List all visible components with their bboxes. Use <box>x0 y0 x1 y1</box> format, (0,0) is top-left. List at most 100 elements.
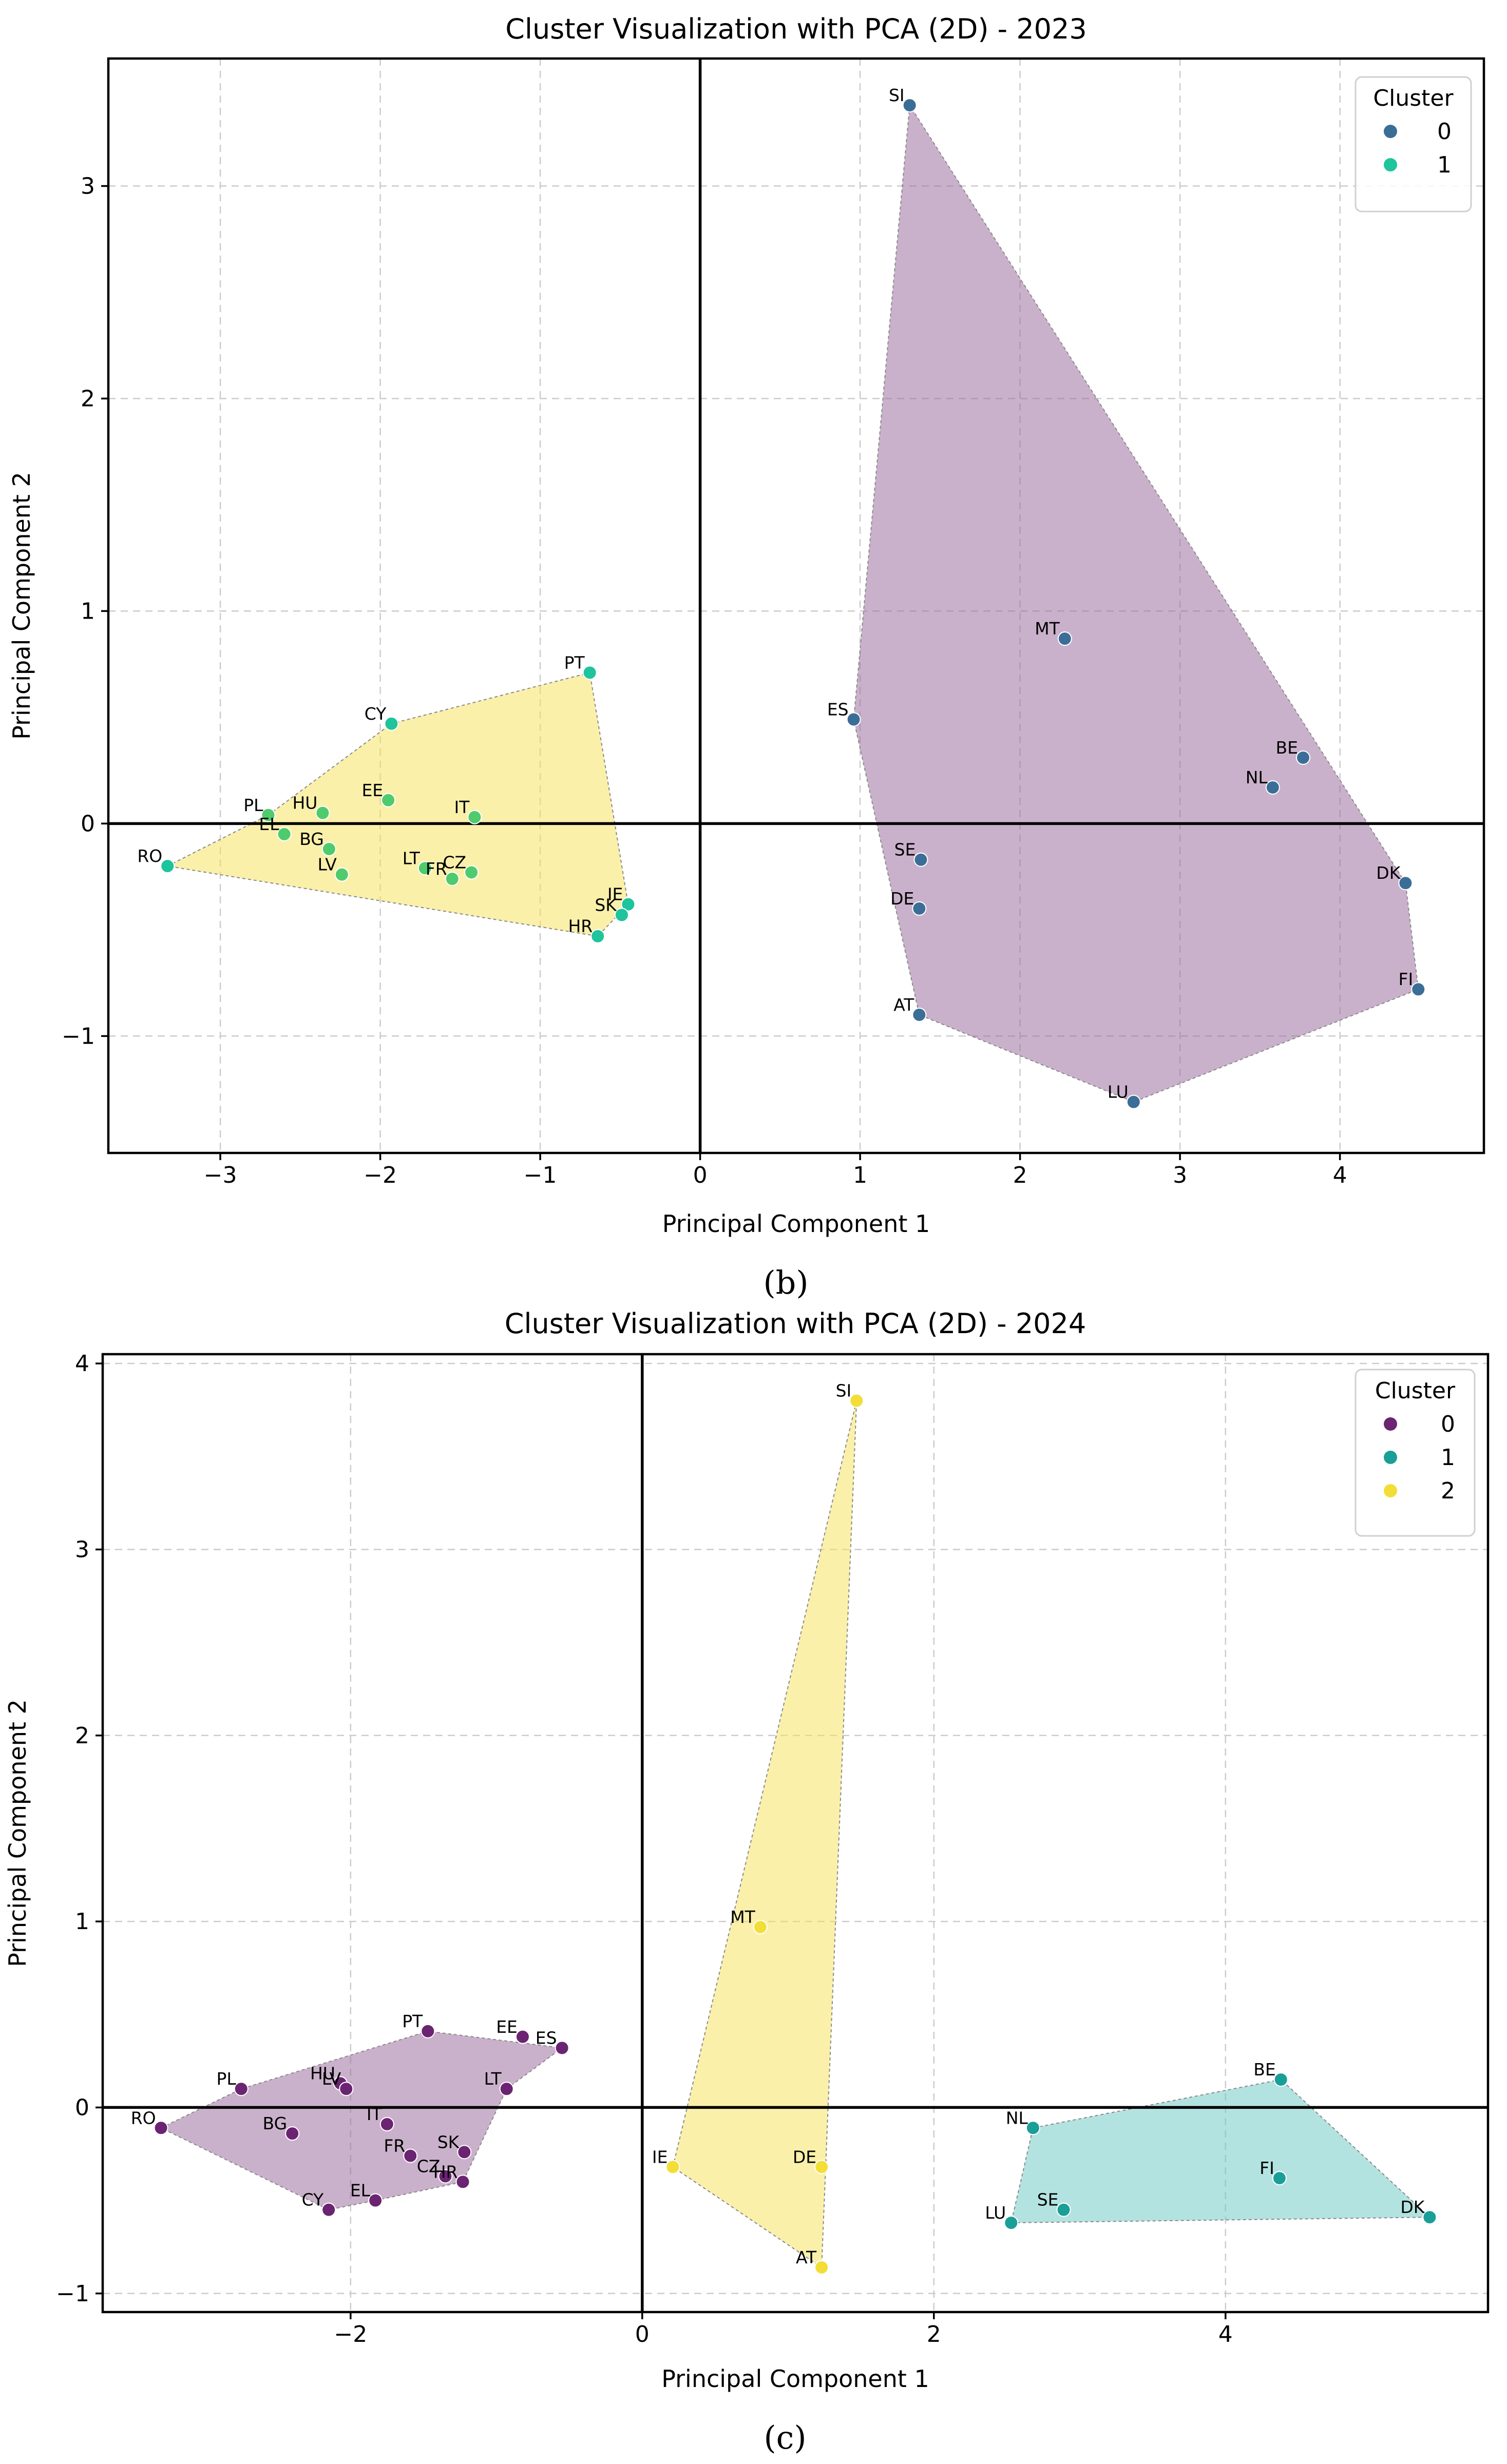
legend-title: Cluster <box>1373 85 1454 111</box>
legend-box <box>1355 76 1472 213</box>
point-SI <box>902 98 917 113</box>
point-label-LV: LV <box>322 2069 341 2089</box>
point-LT <box>417 861 432 876</box>
point-EL <box>277 827 292 842</box>
x-tick-label: −1 <box>524 1162 557 1188</box>
point-label-RO: RO <box>137 846 162 866</box>
x-tick-label: −3 <box>204 1162 237 1188</box>
legend-marker-0 <box>1384 125 1397 138</box>
point-NL <box>1025 2121 1040 2135</box>
chart-title: Cluster Visualization with PCA (2D) - 20… <box>505 13 1087 45</box>
point-label-FR: FR <box>426 859 447 879</box>
x-axis-label: Principal Component 1 <box>662 1210 930 1238</box>
point-label-BE: BE <box>1253 2059 1276 2080</box>
cluster-hull-1 <box>1010 2079 1431 2224</box>
point-label-PL: PL <box>217 2069 237 2089</box>
point-label-SE: SE <box>894 840 916 860</box>
point-label-CY: CY <box>365 704 387 724</box>
legend-marker-2 <box>1384 1484 1397 1497</box>
point-label-LV: LV <box>317 855 337 875</box>
point-label-HU: HU <box>310 2063 335 2083</box>
point-label-SK: SK <box>595 895 617 915</box>
legend-label-2: 2 <box>1441 1478 1455 1504</box>
point-label-MT: MT <box>730 1907 755 1927</box>
point-IE <box>621 897 636 912</box>
point-label-SE: SE <box>1037 2190 1059 2210</box>
point-label-NL: NL <box>1246 767 1268 787</box>
point-LT <box>499 2082 514 2096</box>
point-BG <box>285 2126 300 2141</box>
x-tick-label: 2 <box>927 2321 941 2347</box>
panel-caption: (b) <box>763 1264 808 1301</box>
point-label-CZ: CZ <box>443 853 466 873</box>
point-SK <box>457 2145 472 2160</box>
point-label-EL: EL <box>259 814 279 834</box>
y-tick-label: 4 <box>75 1351 89 1377</box>
point-label-FI: FI <box>1260 2158 1274 2178</box>
point-HR <box>455 2174 470 2189</box>
point-label-BG: BG <box>263 2113 288 2133</box>
point-DK <box>1422 2210 1437 2225</box>
y-axis-label: Principal Component 2 <box>8 472 35 740</box>
y-tick-label: −1 <box>62 1023 95 1049</box>
point-label-IT: IT <box>367 2104 383 2124</box>
legend-label-0: 0 <box>1437 119 1452 145</box>
legend: Cluster 0 1 <box>1355 76 1472 213</box>
point-PT <box>582 665 597 680</box>
point-label-LT: LT <box>484 2069 502 2089</box>
point-FR <box>445 871 460 886</box>
point-label-IT: IT <box>454 797 470 817</box>
point-NL <box>1265 780 1280 795</box>
point-FI <box>1272 2171 1287 2186</box>
point-PL <box>234 2082 249 2096</box>
point-RO <box>160 859 175 874</box>
point-label-CY: CY <box>302 2190 324 2210</box>
point-label-HR: HR <box>568 916 593 936</box>
point-label-IE: IE <box>607 884 623 904</box>
point-SI <box>849 1393 864 1408</box>
point-DE <box>912 901 927 916</box>
point-EL <box>368 2193 383 2208</box>
point-label-MT: MT <box>1035 619 1060 639</box>
point-BE <box>1273 2072 1288 2087</box>
point-label-HR: HR <box>433 2162 458 2182</box>
point-label-PL: PL <box>243 795 263 815</box>
point-FR <box>403 2148 418 2163</box>
legend-marker-0 <box>1384 1417 1397 1431</box>
y-tick-label: 0 <box>75 2094 89 2121</box>
point-label-AT: AT <box>796 2247 817 2267</box>
point-label-LU: LU <box>985 2203 1006 2223</box>
legend-marker-1 <box>1384 158 1397 171</box>
point-MT <box>1057 631 1072 646</box>
point-label-EE: EE <box>361 780 383 800</box>
y-tick-label: 1 <box>81 598 95 624</box>
point-PT <box>421 2024 435 2038</box>
y-axis-label: Principal Component 2 <box>4 1699 31 1967</box>
point-ES <box>846 712 861 727</box>
point-label-BE: BE <box>1275 738 1298 758</box>
x-tick-label: 2 <box>1013 1162 1027 1188</box>
point-ES <box>555 2040 569 2055</box>
plot-frame <box>107 57 1485 1154</box>
cluster-hull-1 <box>166 672 629 937</box>
point-label-DK: DK <box>1400 2197 1425 2217</box>
point-PL <box>261 807 276 822</box>
x-tick-label: 0 <box>635 2321 650 2347</box>
point-label-DE: DE <box>793 2147 816 2167</box>
point-CY <box>384 716 399 731</box>
point-AT <box>912 1007 927 1022</box>
cluster-hull-2 <box>672 1400 857 2268</box>
legend: Cluster 0 1 2 <box>1355 1369 1476 1537</box>
point-label-SI: SI <box>889 85 905 105</box>
point-CZ <box>464 865 479 880</box>
point-label-RO: RO <box>131 2108 156 2128</box>
point-label-IE: IE <box>652 2147 668 2167</box>
point-MT <box>753 1919 768 1934</box>
panel-caption: (c) <box>764 2419 806 2456</box>
x-tick-label: 3 <box>1173 1162 1187 1188</box>
y-tick-label: 3 <box>75 1536 89 1563</box>
point-SK <box>614 908 629 922</box>
point-IT <box>379 2117 394 2132</box>
point-label-CZ: CZ <box>417 2156 441 2176</box>
